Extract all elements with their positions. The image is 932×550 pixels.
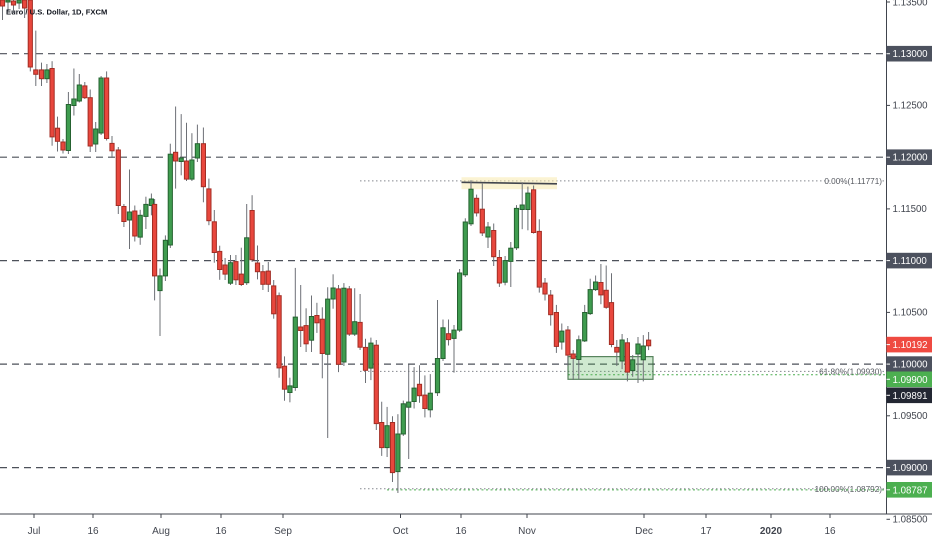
svg-text:1.10500: 1.10500: [893, 308, 929, 319]
svg-text:Dec: Dec: [635, 526, 653, 537]
svg-text:Sep: Sep: [274, 526, 292, 537]
svg-text:1.12500: 1.12500: [893, 101, 929, 112]
svg-text:Oct: Oct: [393, 526, 409, 537]
svg-text:1.11000: 1.11000: [893, 256, 928, 267]
svg-text:16: 16: [824, 526, 836, 537]
svg-text:Euro / U.S. Dollar, 1D, FXCM: Euro / U.S. Dollar, 1D, FXCM: [6, 8, 107, 17]
svg-text:16: 16: [215, 526, 227, 537]
svg-text:Nov: Nov: [518, 526, 536, 537]
svg-text:1.09000: 1.09000: [893, 463, 929, 474]
svg-text:61.80%(1.09930): 61.80%(1.09930): [819, 367, 882, 376]
svg-text:17: 17: [700, 526, 712, 537]
svg-text:1.08787: 1.08787: [893, 485, 928, 496]
svg-text:1.10192: 1.10192: [893, 340, 928, 351]
svg-text:2020: 2020: [760, 526, 783, 537]
svg-text:1.08500: 1.08500: [893, 515, 929, 526]
svg-text:1.13500: 1.13500: [893, 0, 929, 8]
svg-text:100.00%(1.08792): 100.00%(1.08792): [815, 485, 883, 494]
svg-text:Jul: Jul: [28, 526, 41, 537]
svg-text:1.10000: 1.10000: [893, 360, 929, 371]
svg-text:1.12000: 1.12000: [893, 153, 929, 164]
svg-text:Aug: Aug: [152, 526, 170, 537]
svg-text:1.13000: 1.13000: [893, 49, 929, 60]
svg-text:1.09900: 1.09900: [893, 375, 929, 386]
svg-text:1.11500: 1.11500: [893, 204, 928, 215]
svg-text:16: 16: [87, 526, 99, 537]
svg-text:1.09891: 1.09891: [893, 391, 928, 402]
svg-text:1.09500: 1.09500: [893, 411, 929, 422]
svg-text:16: 16: [455, 526, 467, 537]
svg-text:0.00%(1.11771): 0.00%(1.11771): [824, 177, 882, 186]
